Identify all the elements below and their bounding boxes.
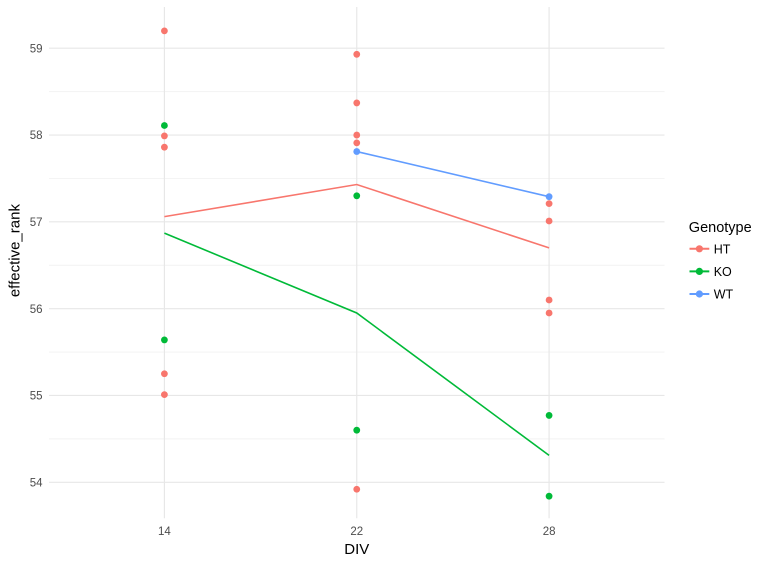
point-wt [353, 148, 361, 155]
point-ht [353, 99, 361, 107]
point-ht [353, 139, 361, 147]
y-axis-tick-labels: 54 55 56 57 58 59 [30, 43, 43, 489]
point-ko [545, 492, 553, 500]
legend-label-wt: WT [714, 288, 734, 302]
point-wt [545, 193, 553, 201]
legend-key-dot-wt [695, 290, 704, 298]
data-points [161, 27, 553, 500]
point-ht [545, 309, 553, 317]
mean-line-ko [164, 232, 550, 457]
legend-title: Genotype [689, 220, 752, 236]
mean-line-ht [164, 183, 550, 249]
mean-lines [164, 150, 550, 457]
y-tick-label: 59 [30, 43, 43, 55]
y-tick-label: 55 [30, 391, 43, 403]
legend-item-ht: HT [689, 242, 731, 256]
point-ko [353, 426, 361, 434]
point-ht [161, 370, 168, 378]
point-ht [161, 391, 168, 398]
x-axis-tick-labels: 14 22 28 [158, 526, 555, 538]
point-ko [161, 336, 168, 344]
point-ht [353, 50, 361, 58]
mean-line-wt [356, 150, 550, 198]
x-tick-label: 14 [158, 526, 171, 538]
point-ht [161, 132, 168, 140]
legend-item-ko: KO [689, 265, 732, 279]
x-tick-label: 28 [543, 526, 556, 538]
legend: Genotype HT KO WT [689, 220, 752, 302]
y-axis-title: effective_rank [7, 204, 24, 298]
y-tick-label: 56 [30, 304, 43, 316]
point-ko [161, 122, 168, 129]
legend-label-ko: KO [714, 265, 732, 279]
legend-key-dot-ko [695, 267, 704, 275]
legend-item-wt: WT [689, 288, 734, 302]
legend-label-ht: HT [714, 242, 731, 256]
legend-key-dot-ht [695, 245, 704, 253]
point-ht [353, 131, 361, 139]
point-ht [161, 27, 168, 35]
point-ht [545, 217, 553, 225]
y-tick-label: 58 [30, 130, 43, 142]
y-tick-label: 57 [30, 217, 43, 229]
point-ht [161, 143, 168, 151]
point-ko [545, 412, 553, 419]
point-ko [353, 192, 361, 200]
point-ht [545, 296, 553, 304]
y-tick-label: 54 [30, 477, 43, 489]
point-ht [353, 485, 361, 493]
point-ht [545, 200, 553, 208]
x-axis-title: DIV [344, 541, 369, 558]
x-tick-label: 22 [350, 526, 363, 538]
